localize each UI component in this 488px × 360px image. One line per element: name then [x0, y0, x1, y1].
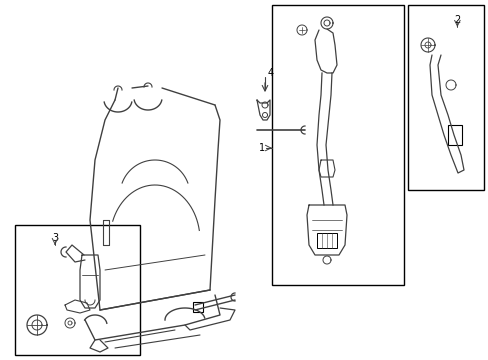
Bar: [316, 233, 336, 248]
Bar: [271, 5, 403, 285]
Text: 4: 4: [267, 68, 274, 78]
Bar: [447, 125, 461, 145]
Bar: [15, 225, 140, 355]
Text: 2: 2: [453, 15, 460, 25]
Text: 3: 3: [52, 233, 58, 243]
Bar: [407, 5, 483, 190]
Bar: [193, 302, 203, 312]
Text: 1: 1: [258, 143, 264, 153]
